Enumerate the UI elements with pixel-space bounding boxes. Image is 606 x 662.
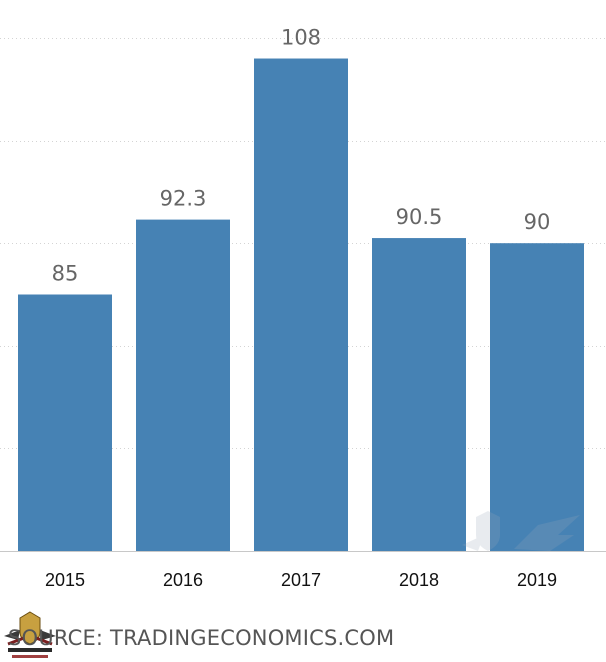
bar-2018 [372,238,466,551]
bar-2015 [18,294,112,551]
bar-2019 [490,243,584,551]
x-tick-label-2018: 2018 [399,570,439,590]
x-tick-labels-group: 2015 2016 2017 2018 2019 [45,570,557,590]
x-tick-label-2017: 2017 [281,570,321,590]
arab-defense-forum-logo-icon [4,611,56,658]
value-label-2016: 92.3 [160,187,207,211]
value-labels-group: 85 92.3 108 90.5 90 [52,26,551,286]
bar-2016 [136,219,230,552]
value-label-2017: 108 [281,26,321,50]
source-label: SOURCE: TRADINGECONOMICS.COM [8,626,395,650]
bar-2017 [254,58,348,552]
value-label-2015: 85 [52,262,79,286]
value-label-2018: 90.5 [396,205,443,229]
value-label-2019: 90 [524,210,551,234]
x-tick-label-2016: 2016 [163,570,203,590]
bars-group [18,58,584,552]
x-tick-label-2019: 2019 [517,570,557,590]
x-tick-label-2015: 2015 [45,570,85,590]
forum-watermark-icon [462,511,580,551]
